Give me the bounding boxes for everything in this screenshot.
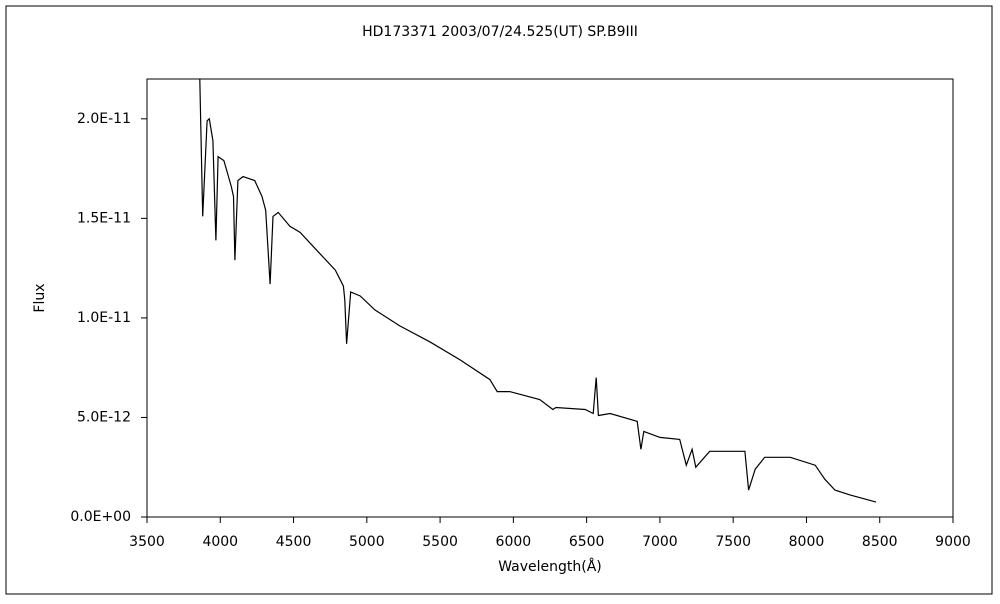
x-tick-label: 6000 bbox=[496, 534, 532, 550]
y-tick-label: 1.5E-11 bbox=[77, 210, 131, 226]
x-tick-label: 9000 bbox=[935, 534, 971, 550]
chart-border bbox=[5, 5, 993, 595]
x-axis-label: Wavelength(Å) bbox=[498, 558, 602, 575]
x-tick-label: 6500 bbox=[569, 534, 605, 550]
spectrum-line bbox=[199, 78, 877, 503]
x-tick-label: 4500 bbox=[276, 534, 312, 550]
x-tick-label: 5000 bbox=[349, 534, 385, 550]
y-tick-label: 1.0E-11 bbox=[77, 310, 131, 326]
x-tick-label: 4000 bbox=[202, 534, 238, 550]
x-tick-label: 5500 bbox=[422, 534, 458, 550]
plot-area bbox=[146, 78, 954, 518]
x-tick-label: 7000 bbox=[642, 534, 678, 550]
x-tick-label: 8500 bbox=[862, 534, 898, 550]
x-tick-label: 3500 bbox=[129, 534, 165, 550]
y-tick-label: 0.0E+00 bbox=[70, 509, 131, 525]
x-tick-label: 8000 bbox=[789, 534, 825, 550]
x-tick-label: 7500 bbox=[715, 534, 751, 550]
y-tick-label: 2.0E-11 bbox=[77, 111, 131, 127]
y-tick-label: 5.0E-12 bbox=[77, 409, 131, 425]
y-axis-label: Flux bbox=[32, 283, 48, 312]
chart-title: HD173371 2003/07/24.525(UT) SP.B9III bbox=[362, 24, 638, 40]
